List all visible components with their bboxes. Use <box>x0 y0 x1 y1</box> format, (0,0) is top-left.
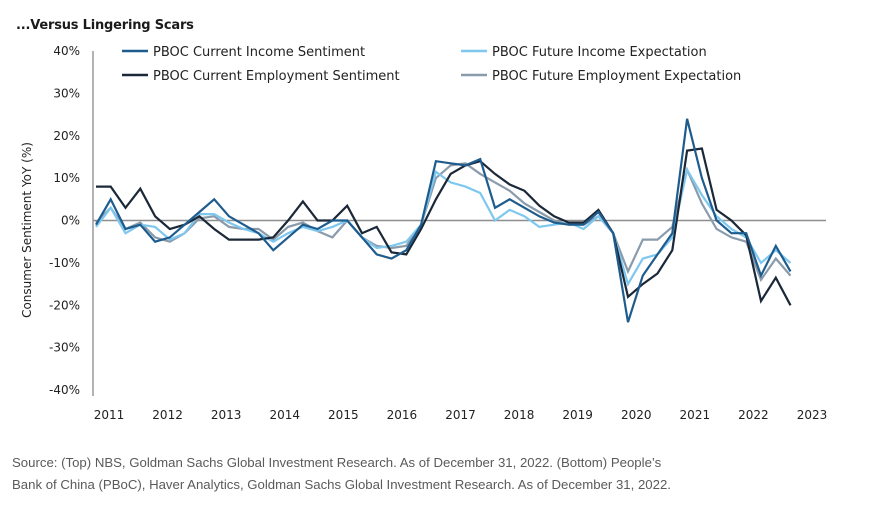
legend-label: PBOC Current Income Sentiment <box>153 45 365 60</box>
x-tick-label: 2018 <box>504 408 535 422</box>
legend-label: PBOC Future Income Expectation <box>492 45 707 60</box>
y-axis-label: Consumer Sentiment YoY (%) <box>20 142 34 318</box>
x-tick-label: 2022 <box>738 408 769 422</box>
x-tick-label: 2023 <box>797 408 828 422</box>
x-tick-label: 2021 <box>680 408 711 422</box>
x-tick-label: 2014 <box>269 408 300 422</box>
series-line-pboc-current-income-sentiment <box>95 118 792 323</box>
line-chart: 40%30%20%10%0%-10%-20%-30%-40% 2011 2012 2… <box>20 44 828 422</box>
x-axis: 2011 2012 2013 2014 2015 2016 2017 2018 2019 2020… <box>94 408 828 422</box>
source-line-2: Bank of China (PBoC), Haver Analytics, G… <box>12 477 671 492</box>
x-tick-label: 2012 <box>152 408 183 422</box>
x-tick-label: 2019 <box>562 408 593 422</box>
y-tick-label: 30% <box>53 86 80 100</box>
series-line-pboc-current-employment-sentiment <box>96 147 792 306</box>
legend-label: PBOC Future Employment Expectation <box>492 69 741 84</box>
legend: PBOC Current Income Sentiment PBOC Curren… <box>122 45 741 84</box>
x-tick-label: 2011 <box>94 408 125 422</box>
x-tick-label: 2017 <box>445 408 476 422</box>
x-tick-label: 2013 <box>211 408 242 422</box>
series-lines <box>95 118 792 323</box>
source-note: Source: (Top) NBS, Goldman Sachs Global … <box>12 452 862 496</box>
y-tick-label: 10% <box>53 171 80 185</box>
y-tick-label: -40% <box>49 383 80 397</box>
series-line-pboc-future-employment-expectation <box>95 162 792 283</box>
y-tick-label: 20% <box>53 129 80 143</box>
x-tick-label: 2016 <box>387 408 418 422</box>
x-tick-label: 2015 <box>328 408 359 422</box>
y-axis: 40% 30% 20% 10% 0% -10% -20% -30% -40% <box>49 44 826 397</box>
y-tick-label: 40% <box>53 44 80 58</box>
x-tick-label: 2020 <box>621 408 652 422</box>
legend-label: PBOC Current Employment Sentiment <box>153 69 400 84</box>
chart-title: ...Versus Lingering Scars <box>16 18 194 33</box>
y-tick-label: -10% <box>49 256 80 270</box>
y-tick-label: -30% <box>49 341 80 355</box>
y-tick-label: 0% <box>61 214 80 228</box>
y-tick-label: -20% <box>49 298 80 312</box>
source-line-1: Source: (Top) NBS, Goldman Sachs Global … <box>12 455 662 470</box>
